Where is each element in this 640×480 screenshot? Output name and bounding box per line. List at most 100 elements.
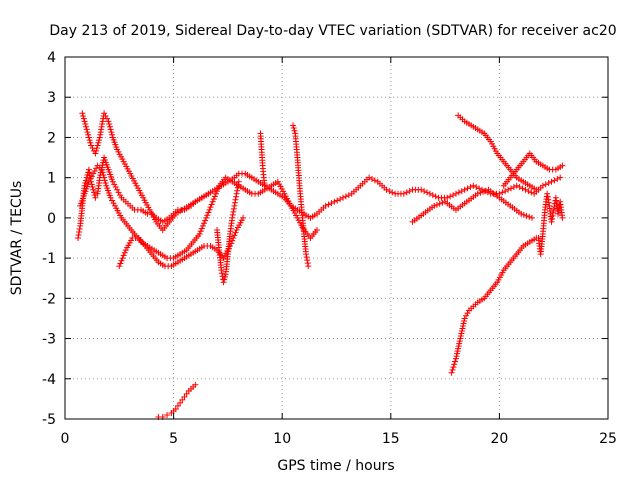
data-point (203, 214, 210, 221)
interp-point (232, 196, 239, 203)
interp-point (439, 199, 446, 206)
interp-point (230, 208, 237, 215)
interp-point (290, 125, 297, 132)
interp-point (550, 209, 557, 216)
interp-point (473, 184, 480, 191)
interp-point (85, 134, 92, 141)
interp-point (467, 184, 474, 191)
data-point (533, 186, 540, 193)
series-track-m (409, 186, 535, 225)
data-point (340, 194, 347, 201)
interp-point (476, 185, 483, 192)
interp-point (458, 328, 465, 335)
series-track-i (448, 235, 540, 376)
interp-point (101, 174, 108, 181)
interp-point (233, 193, 240, 200)
interp-point (507, 185, 514, 192)
interp-point (520, 211, 527, 218)
x-tick-label: 5 (169, 431, 178, 447)
data-point (79, 110, 86, 117)
data-point (400, 190, 407, 197)
interp-point (456, 340, 463, 347)
interp-point (230, 235, 237, 241)
interp-point (454, 348, 461, 355)
interp-point (80, 112, 87, 119)
x-tick-label: 25 (599, 431, 617, 447)
grid (65, 57, 608, 419)
y-tick-label: -2 (42, 291, 56, 307)
data-point (85, 166, 92, 173)
y-tick-labels: -5 -4 -3 -2 -1 0 1 2 3 4 (42, 50, 56, 428)
y-tick-label: -3 (42, 332, 56, 348)
interp-point (303, 254, 310, 261)
interp-point (453, 353, 460, 360)
interp-point (455, 343, 462, 350)
data-point (177, 399, 184, 406)
data-point (233, 190, 240, 197)
interp-point (221, 276, 228, 283)
data-point (431, 202, 438, 209)
interp-point (549, 212, 556, 219)
data-point (81, 182, 88, 189)
data-point (518, 210, 525, 217)
data-point (505, 186, 512, 193)
interp-point (549, 215, 556, 222)
interp-point (499, 189, 506, 196)
series-track-l (535, 190, 566, 258)
interp-point (197, 228, 204, 235)
interp-point (107, 126, 114, 133)
interp-point (101, 177, 108, 184)
data-point (172, 405, 179, 412)
interp-point (291, 127, 298, 134)
interp-point (206, 206, 213, 213)
plot-frame (64, 56, 609, 420)
data-point (88, 142, 95, 149)
data-point (539, 182, 546, 189)
data-point (231, 202, 238, 209)
interp-point (554, 176, 561, 183)
data-point (522, 186, 529, 193)
data-point (559, 162, 566, 169)
series-track-h (257, 130, 268, 189)
data-point (218, 267, 225, 274)
data-point (366, 174, 373, 181)
interp-point (528, 189, 535, 196)
chart-title: Day 213 of 2019, Sidereal Day-to-day VTE… (49, 23, 616, 39)
interp-point (502, 188, 509, 195)
interp-point (433, 201, 440, 208)
data-point (220, 279, 227, 286)
data-points (75, 110, 566, 420)
interp-point (460, 320, 467, 327)
interp-point (112, 184, 119, 191)
data-point (426, 190, 433, 197)
interp-point (211, 193, 218, 200)
interp-point (429, 192, 436, 199)
interp-point (386, 188, 393, 195)
interp-point (464, 185, 471, 192)
data-point (192, 381, 199, 388)
interp-point (102, 180, 109, 187)
interp-point (95, 139, 102, 146)
interp-point (210, 196, 217, 203)
interp-point (368, 176, 375, 183)
interp-point (455, 189, 462, 196)
series-track-k (500, 150, 566, 189)
interp-point (232, 229, 239, 236)
data-point (555, 210, 562, 217)
interp-point (201, 220, 208, 227)
data-point (109, 178, 116, 185)
series-track-e (214, 178, 242, 286)
data-point (235, 178, 242, 185)
data-point (164, 411, 171, 418)
data-point (383, 186, 390, 193)
data-point (513, 182, 520, 189)
interp-point (482, 187, 489, 194)
data-point (107, 194, 114, 201)
series-track-c (79, 110, 212, 233)
interp-point (447, 193, 454, 200)
interp-point (99, 169, 106, 176)
interp-point (436, 200, 443, 207)
data-point (470, 182, 477, 189)
interp-point (87, 176, 94, 183)
interp-point (76, 225, 83, 232)
